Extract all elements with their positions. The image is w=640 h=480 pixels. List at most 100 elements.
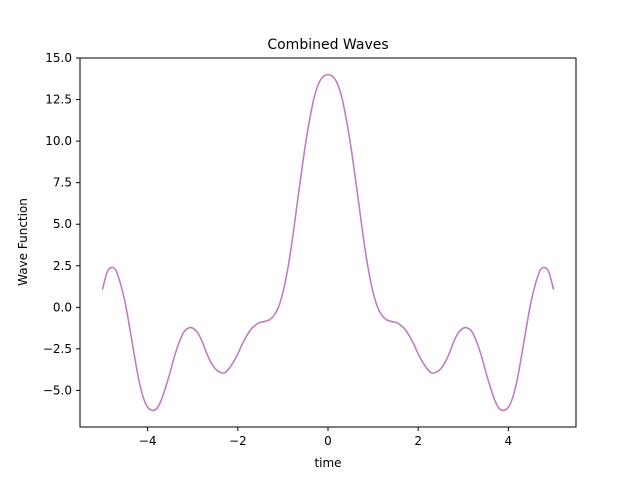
y-tick-label: −2.5 [43, 342, 72, 356]
series-data-point [417, 353, 419, 355]
series-data-point [481, 355, 483, 357]
series-data-point [548, 272, 550, 274]
series-data-point [223, 372, 225, 374]
series-data-point [345, 117, 347, 119]
series-data-point [431, 372, 433, 374]
series-data-point [426, 368, 428, 370]
series-data-point [124, 302, 126, 304]
series-data-point [494, 400, 496, 402]
series-data-point [160, 400, 162, 402]
series-data-point [390, 321, 392, 323]
series-data-point [449, 351, 451, 353]
series-data-point [336, 82, 338, 84]
y-tick-label: 0.0 [53, 300, 72, 314]
series-data-point [395, 321, 397, 323]
series-data-point [111, 267, 113, 269]
series-data-point [530, 302, 532, 304]
y-axis: −5.0 −2.5 0.0 2.5 5.0 7.5 10.0 12.5 15.0 [43, 51, 80, 397]
series-data-point [187, 327, 189, 329]
series-data-point [210, 361, 212, 363]
series-data-point [499, 408, 501, 410]
y-axis-label: Wave Function [16, 198, 30, 286]
x-axis: −4 −2 0 2 4 [139, 427, 512, 448]
series-data-point [467, 327, 469, 329]
x-tick-label: 4 [505, 434, 513, 448]
y-tick-label: 12.5 [45, 93, 72, 107]
series-data-point [422, 361, 424, 363]
series-data-point [535, 283, 537, 285]
series-data-point [381, 315, 383, 317]
series-data-point [350, 144, 352, 146]
series-data-point [264, 321, 266, 323]
series-data-point [354, 175, 356, 177]
series-data-point [332, 75, 334, 77]
series-data-point [291, 242, 293, 244]
series-data-point [269, 319, 271, 321]
series-data-point [228, 368, 230, 370]
series-data-point [503, 410, 505, 412]
series-data-point [521, 353, 523, 355]
series-data-point [260, 321, 262, 323]
series-data-point [178, 341, 180, 343]
series-data-point [508, 406, 510, 408]
series-data-point [372, 292, 374, 294]
series-data-point [300, 175, 302, 177]
series-data-point [413, 343, 415, 345]
series-data-point [476, 341, 478, 343]
series-data-point [246, 335, 248, 337]
series-data-point [106, 272, 108, 274]
x-axis-label: time [314, 456, 341, 470]
x-tick-label: −2 [229, 434, 247, 448]
series-data-point [237, 353, 239, 355]
series-data-point [458, 331, 460, 333]
series-data-point [485, 371, 487, 373]
series-data-point [287, 270, 289, 272]
series-data-point [278, 307, 280, 309]
series-data-point [192, 327, 194, 329]
series-data-point [323, 75, 325, 77]
series-data-point [471, 331, 473, 333]
series-data-point [156, 408, 158, 410]
series-data-point [386, 319, 388, 321]
series-data-point [544, 267, 546, 269]
series-data-point [169, 371, 171, 373]
wave-series-line [101, 73, 555, 412]
series-data-point [205, 351, 207, 353]
series-data-point [115, 270, 117, 272]
series-data-point [129, 326, 131, 328]
series-data-point [462, 327, 464, 329]
wave-series-points [102, 74, 555, 411]
series-data-point [142, 396, 144, 398]
y-tick-label: 2.5 [53, 259, 72, 273]
series-data-point [133, 353, 135, 355]
series-data-point [309, 117, 311, 119]
series-data-point [314, 95, 316, 97]
series-data-point [359, 208, 361, 210]
series-data-point [165, 386, 167, 388]
series-data-point [341, 95, 343, 97]
series-data-point [174, 355, 176, 357]
series-data-point [120, 283, 122, 285]
series-data-point [196, 331, 198, 333]
series-data-point [201, 340, 203, 342]
series-data-point [219, 371, 221, 373]
series-data-point [282, 292, 284, 294]
series-data-point [553, 288, 555, 290]
series-data-point [273, 315, 275, 317]
chart-title: Combined Waves [267, 37, 388, 53]
series-data-point [539, 270, 541, 272]
plot-area [79, 57, 577, 428]
series-data-point [242, 343, 244, 345]
series-data-point [151, 410, 153, 412]
x-tick-label: −4 [139, 434, 157, 448]
series-data-point [377, 307, 379, 309]
series-data-point [296, 208, 298, 210]
series-data-point [490, 386, 492, 388]
series-data-point [251, 328, 253, 330]
series-data-point [147, 406, 149, 408]
series-data-point [363, 242, 365, 244]
series-data-point [440, 368, 442, 370]
series-data-point [517, 378, 519, 380]
series-data-point [526, 326, 528, 328]
